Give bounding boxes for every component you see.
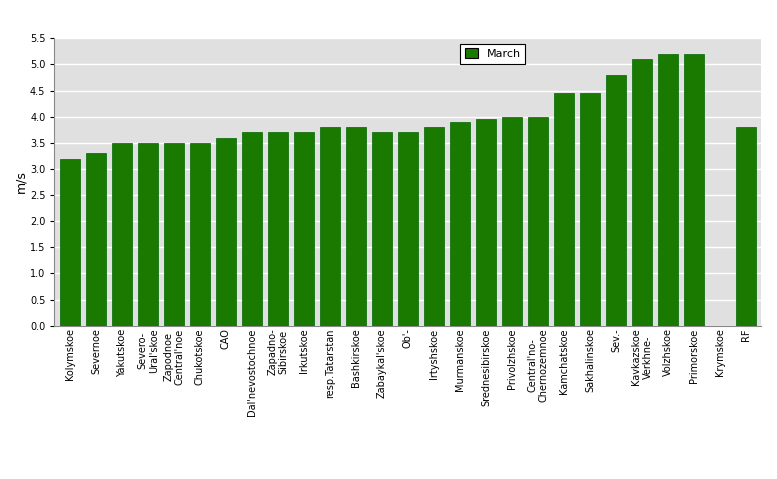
Bar — [398, 132, 418, 326]
Bar — [190, 143, 210, 326]
Bar — [528, 117, 548, 326]
Legend: March: March — [460, 44, 525, 64]
Bar — [580, 93, 600, 326]
Bar — [138, 143, 158, 326]
Bar — [242, 132, 262, 326]
Bar — [632, 59, 652, 326]
Bar — [658, 54, 678, 326]
Bar — [372, 132, 392, 326]
Bar — [476, 119, 496, 326]
Bar — [424, 127, 444, 326]
Bar — [320, 127, 340, 326]
Bar — [294, 132, 314, 326]
Bar — [502, 117, 521, 326]
Bar — [684, 54, 704, 326]
Bar — [112, 143, 132, 326]
Bar — [347, 127, 366, 326]
Y-axis label: m/s: m/s — [14, 171, 27, 194]
Bar — [86, 153, 106, 326]
Bar — [61, 159, 80, 326]
Bar — [216, 137, 235, 326]
Bar — [554, 93, 573, 326]
Bar — [268, 132, 287, 326]
Bar — [736, 127, 755, 326]
Bar — [164, 143, 183, 326]
Bar — [606, 75, 625, 326]
Bar — [450, 122, 469, 326]
